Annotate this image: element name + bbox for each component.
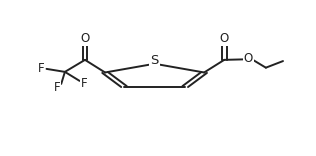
Text: S: S <box>150 54 159 67</box>
Text: F: F <box>38 62 45 75</box>
Text: O: O <box>244 52 253 65</box>
Text: O: O <box>220 32 229 45</box>
Text: F: F <box>53 81 60 94</box>
Text: F: F <box>81 77 88 90</box>
Text: O: O <box>80 32 90 45</box>
